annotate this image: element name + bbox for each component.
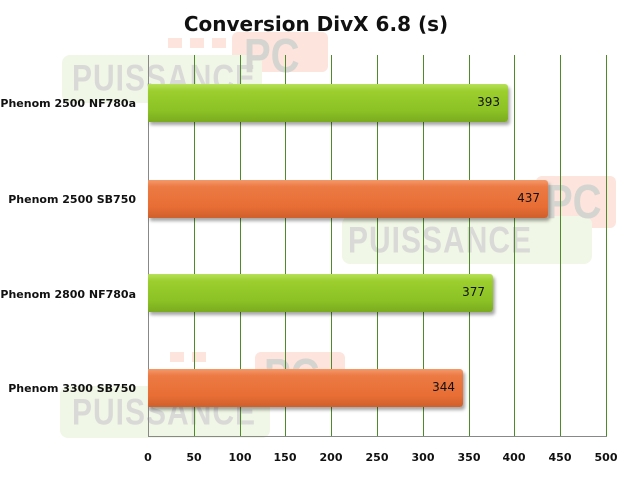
x-axis-line (148, 436, 607, 437)
gridline (194, 55, 195, 437)
gridline (331, 55, 332, 437)
x-tick-label: 250 (365, 451, 389, 464)
category-label: Phenom 3300 SB750 (8, 382, 136, 395)
watermark-pc: PC (244, 30, 300, 83)
watermark-pc: PC (546, 176, 602, 229)
category-label: Phenom 2800 NF780a (0, 288, 136, 301)
gridline (148, 55, 149, 437)
x-tick-label: 200 (319, 451, 343, 464)
gridline (285, 55, 286, 437)
bar-phenom-3300-sb750: 344 (148, 369, 463, 407)
plot-area: 393 437 377 344 (148, 55, 607, 437)
gridline (514, 55, 515, 437)
gridline (560, 55, 561, 437)
bar-phenom-2500-sb750: 437 (148, 180, 548, 218)
bar-value-label: 377 (462, 285, 485, 299)
x-tick-label: 150 (273, 451, 297, 464)
x-tick-label: 300 (411, 451, 435, 464)
bar-phenom-2500-nf780a: 393 (148, 84, 508, 122)
watermark-text: PUISSANCE (348, 220, 533, 262)
gridline (423, 55, 424, 437)
bar-value-label: 437 (517, 191, 540, 205)
gridline (469, 55, 470, 437)
gridline (377, 55, 378, 437)
x-tick-label: 400 (502, 451, 526, 464)
gridline (606, 55, 607, 437)
x-tick-label: 50 (186, 451, 202, 464)
bar-value-label: 393 (477, 95, 500, 109)
x-tick-label: 100 (228, 451, 252, 464)
x-tick-label: 350 (457, 451, 481, 464)
category-label: Phenom 2500 NF780a (0, 97, 136, 110)
x-tick-label: 500 (594, 451, 618, 464)
bar-phenom-2800-nf780a: 377 (148, 274, 493, 312)
category-label: Phenom 2500 SB750 (8, 193, 136, 206)
x-tick-label: 0 (144, 451, 152, 464)
x-tick-label: 450 (548, 451, 572, 464)
bar-value-label: 344 (432, 380, 455, 394)
gridline (240, 55, 241, 437)
